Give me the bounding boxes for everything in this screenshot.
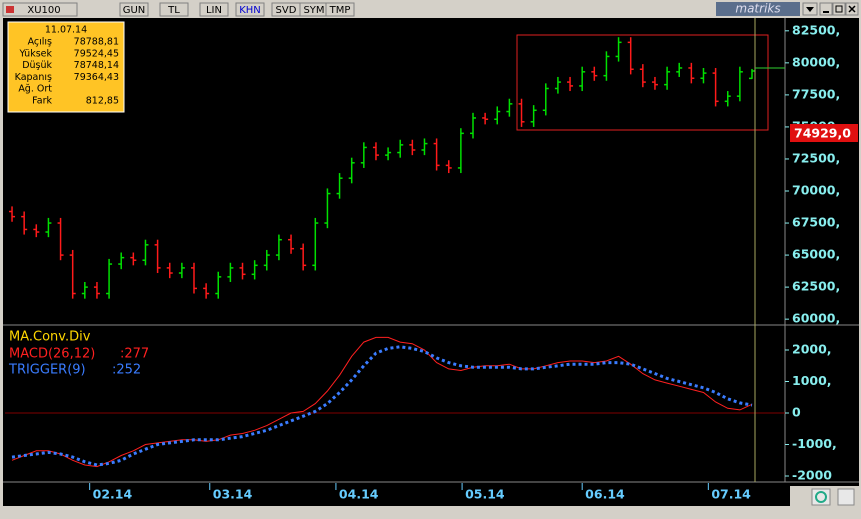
info-box [7,21,125,113]
x-tick-label: 05.14 [465,487,505,502]
x-tick-label: 04.14 [339,487,379,502]
x-tick-label: 03.14 [213,487,253,502]
toolbar-button-label: LIN [206,5,222,16]
y-tick-label: 1000, [792,373,832,388]
toolbar-button[interactable] [235,2,265,17]
brand-box [716,2,800,16]
maximize-icon [835,5,843,13]
series-line [11,345,753,467]
price-label: 74929,0 [794,126,851,141]
info-value: 79364,43 [74,72,119,83]
info-label: Fark [32,96,52,107]
toolbar-button[interactable] [119,2,149,17]
y-tick-label: 72500, [792,150,840,165]
y-tick-label: 70000, [792,183,840,198]
refresh-button[interactable] [811,488,831,506]
y-tick-label: -2000 [792,468,832,483]
symbol-box[interactable] [2,2,78,17]
toolbar-button-label: TMP [329,5,351,16]
y-tick-label: 60000, [792,311,840,326]
maximize-button[interactable] [832,2,846,16]
toolbar-button-label: SVD [276,5,297,16]
info-value: 78788,81 [74,37,119,48]
legend-name: TRIGGER(9) [8,363,86,378]
close-icon [848,5,856,13]
pane-title: MA.Conv.Div [9,330,91,345]
minimize-button[interactable] [819,2,833,16]
y-tick-label: 67500, [792,215,840,230]
toolbar-button-label: GUN [123,5,146,16]
y-tick-label: 82500, [792,22,840,37]
legend-value: :277 [120,347,149,362]
info-label: Açılış [28,37,52,48]
y-tick-label: 65000, [792,247,840,262]
scroll-button[interactable] [837,488,855,506]
y-tick-label: 62500, [792,279,840,294]
symbol: XU100 [27,5,60,16]
refresh-icon [815,491,827,503]
toolbar-button-label: SYM [303,5,324,16]
legend-name: MACD(26,12) [9,347,95,362]
x-tick-label: 02.14 [93,487,133,502]
status-bar [0,506,861,515]
info-value: 79524,45 [74,48,119,59]
info-label: Düşük [22,60,52,71]
y-tick-label: 80000, [792,54,840,69]
info-label: Ağ. Ort [18,84,52,95]
price-label-box [790,124,858,142]
toolbar-button[interactable] [159,2,189,17]
info-date: 11.07.14 [45,25,87,36]
info-label: Yüksek [18,48,52,59]
y-tick-label: -1000, [792,436,837,451]
legend-value: :252 [112,363,141,378]
x-tick-label: 07.14 [711,487,751,502]
info-value: 78748,14 [74,60,119,71]
selection-box [516,34,769,131]
chart-area [3,18,859,506]
toolbar-button[interactable] [325,2,355,17]
toolbar-button[interactable] [199,2,229,17]
y-tick-label: 2000, [792,341,832,356]
toolbar-button-label: KHN [239,5,261,16]
info-value: 812,85 [86,96,119,107]
symbol-icon [6,6,14,13]
info-label: Kapanış [15,72,52,83]
y-tick-label: 0 [792,405,801,420]
menu-icon [806,7,814,12]
y-tick-label: 77500, [792,86,840,101]
toolbar-button-label: TL [167,5,180,16]
brand: matriks [735,2,780,16]
x-tick-label: 06.14 [585,487,625,502]
